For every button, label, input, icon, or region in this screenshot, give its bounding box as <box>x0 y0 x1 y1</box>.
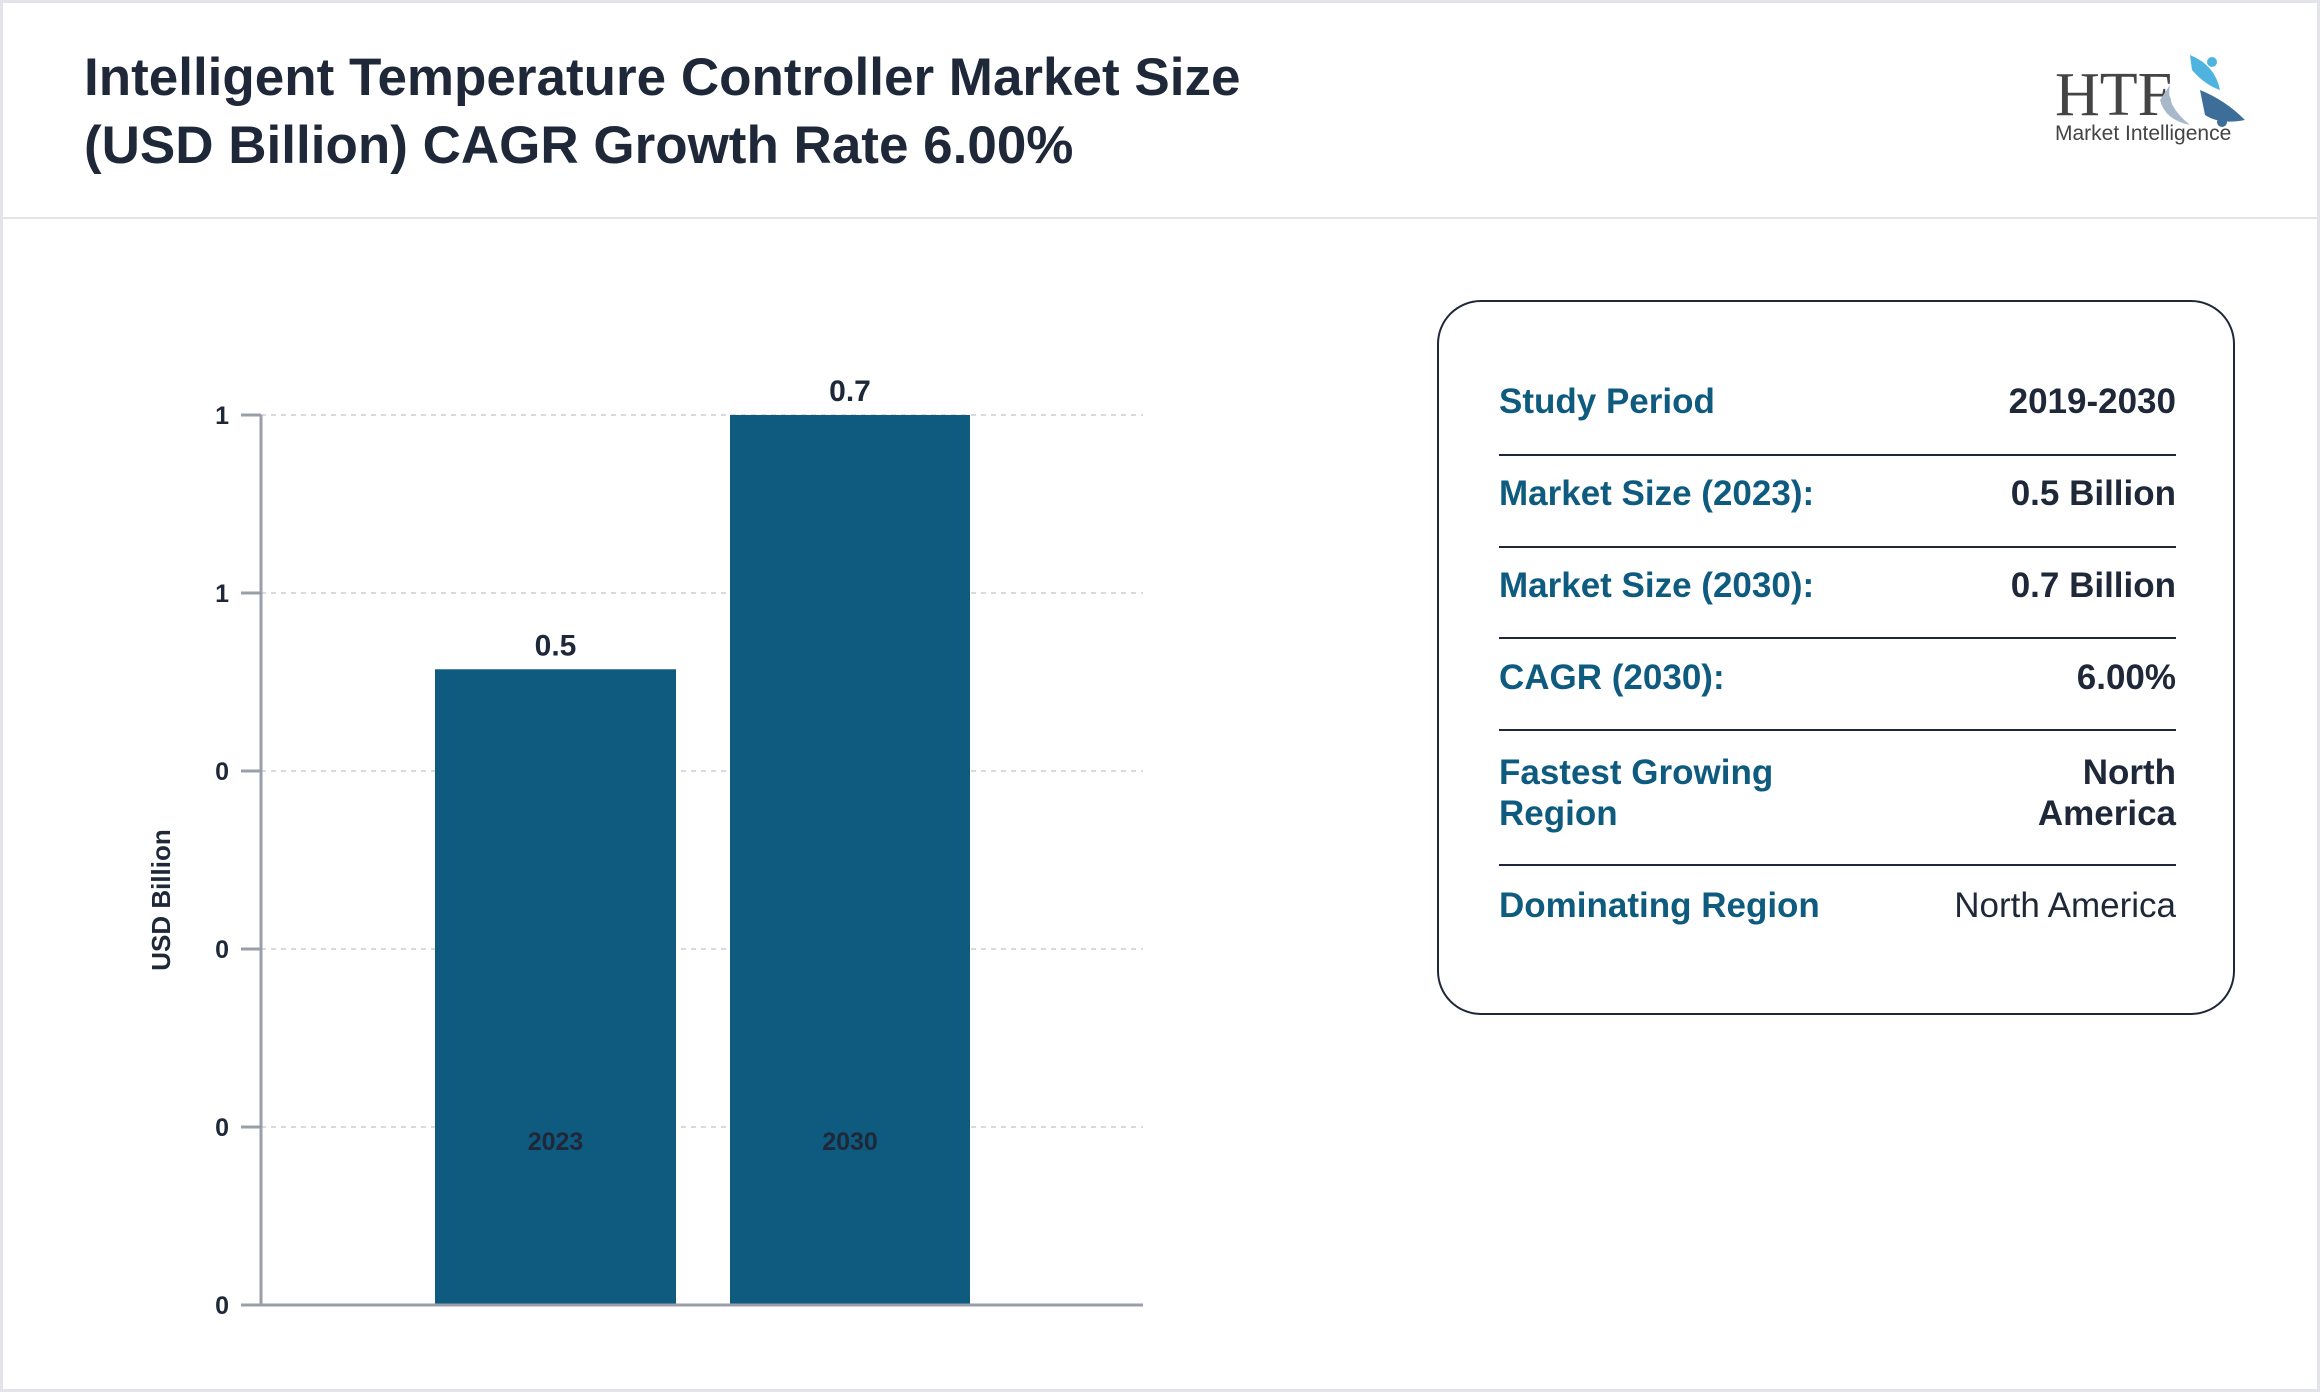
htf-logo: HTF Market Intelligence <box>2055 55 2245 145</box>
row-value: 0.7 Billion <box>2010 566 2176 605</box>
bar-2030 <box>730 415 970 1305</box>
y-tick-label: 0 <box>215 758 229 786</box>
row-value: 6.00% <box>2076 658 2176 697</box>
y-axis-label: USD Billion <box>146 829 176 971</box>
row-label: CAGR (2030): <box>1499 658 1725 697</box>
data-label: 0.7 <box>829 375 871 408</box>
page-title: Intelligent Temperature Controller Marke… <box>84 44 1240 180</box>
row-study-period: Study Period 2019-2030 <box>1499 382 2176 422</box>
row-value: 0.5 Billion <box>2010 474 2176 513</box>
row-cagr: CAGR (2030): 6.00% <box>1499 658 2176 698</box>
row-dominating-region: Dominating Region North America <box>1499 886 2176 926</box>
row-label: Study Period <box>1499 382 1715 421</box>
row-label: Fastest Growing Region <box>1499 753 1774 833</box>
svg-text:HTF: HTF <box>2055 61 2172 129</box>
divider <box>1499 454 2176 456</box>
bar-chart: 0 0 0 0 1 1 0.5 2023 0.7 2030 USD Billion <box>146 375 1143 1320</box>
divider <box>1499 546 2176 548</box>
y-tick-label: 0 <box>215 1114 229 1142</box>
title-line-1: Intelligent Temperature Controller Marke… <box>84 48 1241 107</box>
row-market-size-2030: Market Size (2030): 0.7 Billion <box>1499 566 2176 606</box>
x-tick-label: 2030 <box>822 1128 878 1156</box>
row-fastest-growing-region: Fastest Growing Region North America <box>1499 752 2176 834</box>
y-tick-label: 0 <box>215 936 229 964</box>
row-value: North America <box>2037 753 2176 833</box>
divider <box>1499 637 2176 639</box>
y-tick-label: 1 <box>215 580 229 608</box>
row-value: North America <box>1954 886 2176 925</box>
svg-text:Market Intelligence: Market Intelligence <box>2055 122 2231 145</box>
y-tick-label: 1 <box>215 402 229 430</box>
header: Intelligent Temperature Controller Marke… <box>0 0 2320 219</box>
divider <box>1499 864 2176 866</box>
row-market-size-2023: Market Size (2023): 0.5 Billion <box>1499 474 2176 514</box>
summary-card: Study Period 2019-2030 Market Size (2023)… <box>1437 300 2235 1015</box>
y-tick-label: 0 <box>215 1292 229 1320</box>
row-label: Dominating Region <box>1499 886 1820 925</box>
data-label: 0.5 <box>535 629 577 662</box>
row-label: Market Size (2030): <box>1499 566 1815 605</box>
row-value: 2019-2030 <box>2008 382 2176 421</box>
divider <box>1499 729 2176 731</box>
bar-2023 <box>435 669 676 1305</box>
x-tick-label: 2023 <box>528 1128 584 1156</box>
row-label: Market Size (2023): <box>1499 474 1815 513</box>
title-line-2: (USD Billion) CAGR Growth Rate 6.00% <box>84 116 1074 175</box>
